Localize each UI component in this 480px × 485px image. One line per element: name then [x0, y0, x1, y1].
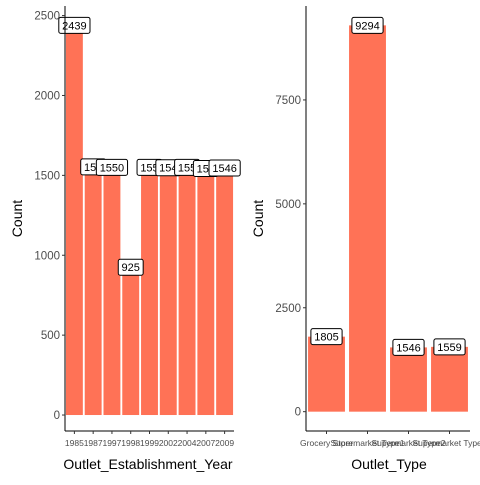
- y-tick-label: 2500: [34, 11, 60, 23]
- data-label: 2439: [62, 20, 86, 32]
- y-tick-label: 0: [54, 410, 60, 422]
- data-label-box: [58, 16, 91, 34]
- data-label: 1546: [212, 163, 236, 175]
- bar-2004: [178, 167, 196, 416]
- bar-1985: [65, 25, 83, 416]
- data-label: 1550: [100, 162, 124, 174]
- chart-panel-2: 1805 9294 1546 1559 0 2500 5000 7500 Grocery Sto…: [250, 6, 480, 472]
- data-label-box: [392, 338, 425, 356]
- y-axis-title: Count: [250, 200, 266, 237]
- y-tick-label: 0: [295, 407, 301, 419]
- data-label: 1805: [314, 332, 338, 344]
- bar-supermarket-type3: [431, 346, 468, 412]
- data-label-box: [208, 159, 241, 177]
- bar-1998: [122, 267, 140, 416]
- x-tick-label: 2004: [178, 438, 197, 448]
- bar-2009: [216, 168, 234, 416]
- y-tick-label: 2000: [34, 90, 60, 102]
- bar-grocery-store: [308, 336, 345, 412]
- y-tick-label: 5000: [275, 199, 301, 211]
- y-axis-title: Count: [9, 200, 25, 237]
- y-tick-label: 2500: [275, 303, 301, 315]
- y-tick-label: 500: [41, 330, 60, 342]
- bar-2002: [159, 167, 177, 416]
- bar-1999: [141, 167, 158, 416]
- y-tick-label: 7500: [275, 95, 301, 107]
- x-tick-label: Supermarket Type1: [330, 438, 404, 448]
- data-label: 9294: [355, 20, 379, 32]
- data-label: 154: [159, 163, 177, 175]
- data-label-box: [117, 258, 144, 276]
- data-label-box: [433, 338, 466, 356]
- x-axis-title: Outlet_Establishment_Year: [63, 456, 232, 472]
- x-tick-label: 1999: [140, 438, 159, 448]
- x-tick-label: Supermarket Type3: [412, 438, 480, 448]
- data-label-box: [310, 328, 343, 346]
- bar-1997: [103, 167, 121, 416]
- x-tick-label: 1997: [102, 438, 121, 448]
- data-label: 1546: [396, 342, 420, 354]
- x-tick-label: 1998: [121, 438, 140, 448]
- data-label: 155: [178, 162, 196, 174]
- x-tick-label: Grocery Store: [300, 438, 353, 448]
- x-tick-label: 1987: [84, 438, 103, 448]
- data-label-box: [351, 16, 384, 34]
- bar-2007: [197, 168, 215, 416]
- y-tick-label: 1000: [34, 250, 60, 262]
- bar-supermarket-type2: [390, 347, 427, 412]
- x-tick-label: 2007: [196, 438, 215, 448]
- x-tick-label: 1985: [65, 438, 84, 448]
- x-axis-title: Outlet_Type: [351, 456, 427, 472]
- data-label: 1559: [437, 342, 461, 354]
- data-label: 155: [140, 162, 158, 174]
- data-label-box: [95, 158, 129, 176]
- x-tick-label: 2002: [159, 438, 178, 448]
- x-tick-label: 2009: [215, 438, 234, 448]
- y-tick-label: 1500: [34, 170, 60, 182]
- x-tick-label: Supermarket Type2: [371, 438, 445, 448]
- bar-supermarket-type1: [349, 25, 386, 412]
- data-label: 925: [122, 262, 140, 274]
- bar-1987: [84, 166, 102, 416]
